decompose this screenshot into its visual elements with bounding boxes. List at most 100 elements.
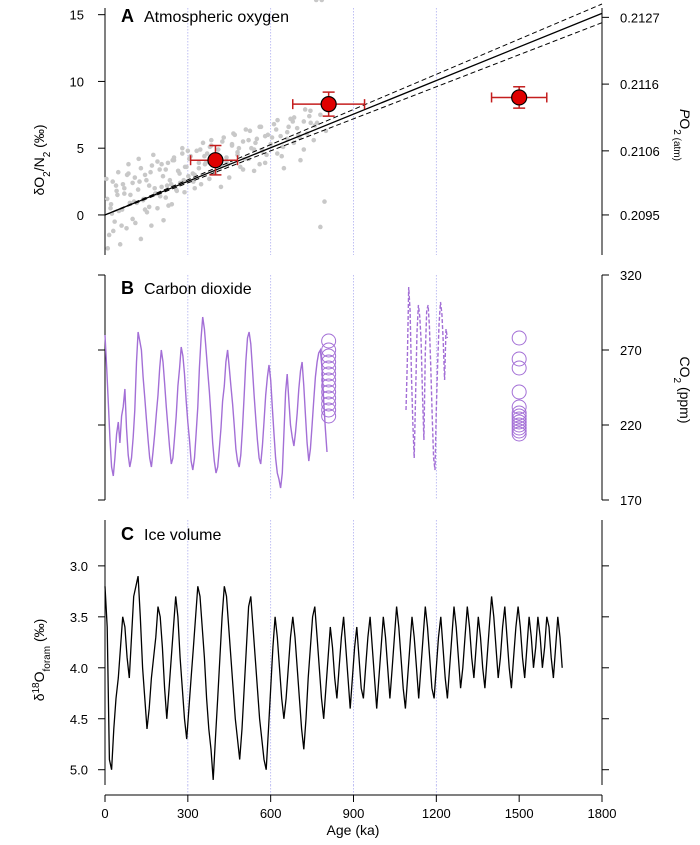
b-circle-group-0-point xyxy=(321,390,337,406)
a-measurement-marker xyxy=(511,89,528,106)
a-background-point xyxy=(318,112,323,118)
a-background-point xyxy=(319,0,325,3)
c-left-tick-label-3: 4.5 xyxy=(70,712,88,727)
a-background-point xyxy=(149,163,155,168)
a-background-point xyxy=(182,164,188,170)
b-circle-group-0-point xyxy=(321,348,337,364)
a-background-point xyxy=(108,201,114,207)
panel-a-letter: A xyxy=(121,6,134,26)
a-background-point xyxy=(135,187,141,192)
b-circle-group-0-point xyxy=(321,378,337,394)
a-background-point xyxy=(202,153,207,159)
a-background-point xyxy=(284,129,290,135)
b-circle-group-1-point xyxy=(511,399,527,415)
a-background-point xyxy=(275,117,280,123)
panel-a-trend-lines xyxy=(104,3,603,216)
a-background-point xyxy=(142,207,148,212)
a-background-point xyxy=(191,179,196,184)
a-background-point xyxy=(175,168,181,174)
a-background-point xyxy=(240,139,246,144)
panel-c-ticks: 3.0 3.5 4.0 4.5 5.0 xyxy=(70,559,609,778)
x-axis: 0 300 600 900 1200 1500 1800 Age (ka) xyxy=(101,794,616,838)
a-measurement-marker xyxy=(320,96,337,113)
c-d18o-line xyxy=(104,575,563,780)
a-background-point xyxy=(182,189,187,195)
a-confidence-lower xyxy=(104,22,603,216)
b-circle-group-1-point xyxy=(511,426,527,442)
a-background-point xyxy=(253,140,258,146)
a-background-point xyxy=(157,167,162,172)
a-background-point xyxy=(271,121,277,127)
a-background-point xyxy=(163,167,169,172)
b-circle-group-0-point xyxy=(321,408,337,424)
panel-a-left-axis-label-text: δO2/N2 (‰) xyxy=(31,124,53,195)
a-right-tick-label-1: 0.2106 xyxy=(620,144,660,159)
a-background-point xyxy=(115,192,120,198)
a-background-point xyxy=(247,128,253,134)
b-circle-group-0-point xyxy=(321,360,337,376)
a-trend-line xyxy=(104,12,603,216)
a-background-point xyxy=(221,135,227,140)
x-tick-label-900: 900 xyxy=(343,806,365,821)
a-background-point xyxy=(114,188,119,194)
a-background-point xyxy=(110,228,116,234)
a-background-point xyxy=(207,176,212,182)
panel-c-left-axis-label-text: δ18Oforam (‰) xyxy=(31,619,53,702)
b-circle-group-0-point xyxy=(321,402,337,418)
b-circle-group-1-point xyxy=(511,420,527,436)
a-background-point xyxy=(122,185,127,191)
a-background-point xyxy=(231,131,236,136)
a-background-point xyxy=(106,232,112,238)
a-background-point xyxy=(196,165,202,171)
panel-a-right-axis-label: PO2 (atm) xyxy=(672,109,694,161)
a-background-point xyxy=(235,149,240,155)
a-background-point xyxy=(302,107,308,112)
x-tick-label-1500: 1500 xyxy=(505,806,534,821)
a-background-point xyxy=(180,151,185,156)
x-tick-label-0: 0 xyxy=(101,806,108,821)
a-background-point xyxy=(159,184,164,190)
a-left-tick-label-1: 5 xyxy=(77,141,84,156)
a-background-point xyxy=(142,172,148,178)
a-background-point xyxy=(110,179,116,184)
a-background-point xyxy=(186,173,191,179)
a-background-point xyxy=(301,119,307,124)
a-background-point xyxy=(164,183,170,188)
a-background-point xyxy=(174,188,180,194)
a-background-point xyxy=(294,125,300,131)
a-background-point xyxy=(254,136,260,142)
panel-b-ticks: 170 220 270 320 xyxy=(98,268,642,508)
a-background-point xyxy=(246,137,251,143)
a-background-point xyxy=(281,165,287,171)
a-background-point xyxy=(112,219,117,224)
b-circle-group-1-point xyxy=(511,411,527,427)
panel-a-right-axis-label-text: PO2 (atm) xyxy=(672,109,694,161)
a-background-point xyxy=(290,119,296,124)
a-background-point xyxy=(257,161,262,167)
panel-c-d18o-line xyxy=(104,575,563,780)
a-background-point xyxy=(166,203,171,208)
a-background-point xyxy=(119,223,124,228)
a-background-point xyxy=(203,160,209,166)
a-background-point xyxy=(115,169,121,175)
panel-a-ticks: 0 5 10 15 0.2095 0.2106 0.2116 0.2127 xyxy=(70,8,660,223)
a-measurement-0 xyxy=(189,144,239,176)
b-circle-group-1-point xyxy=(511,405,527,421)
panel-c-letter: C xyxy=(121,524,134,544)
a-background-point xyxy=(180,145,185,151)
a-background-point xyxy=(308,108,313,114)
a-background-point xyxy=(313,0,319,3)
panel-b-carbon-dioxide: 170 220 270 320 B Carbon dioxide CO2 (ppm) xyxy=(98,268,693,508)
c-left-tick-label-0: 3.0 xyxy=(70,559,88,574)
a-background-point xyxy=(318,224,323,230)
a-background-point xyxy=(138,236,144,242)
a-right-tick-label-2: 0.2116 xyxy=(620,77,659,92)
a-background-point xyxy=(157,193,163,199)
a-background-point xyxy=(124,225,129,231)
a-background-point xyxy=(159,161,164,167)
a-background-point xyxy=(224,155,229,160)
a-background-point xyxy=(148,169,153,175)
b-right-tick-label-0: 170 xyxy=(620,493,642,508)
a-background-point xyxy=(185,148,191,154)
